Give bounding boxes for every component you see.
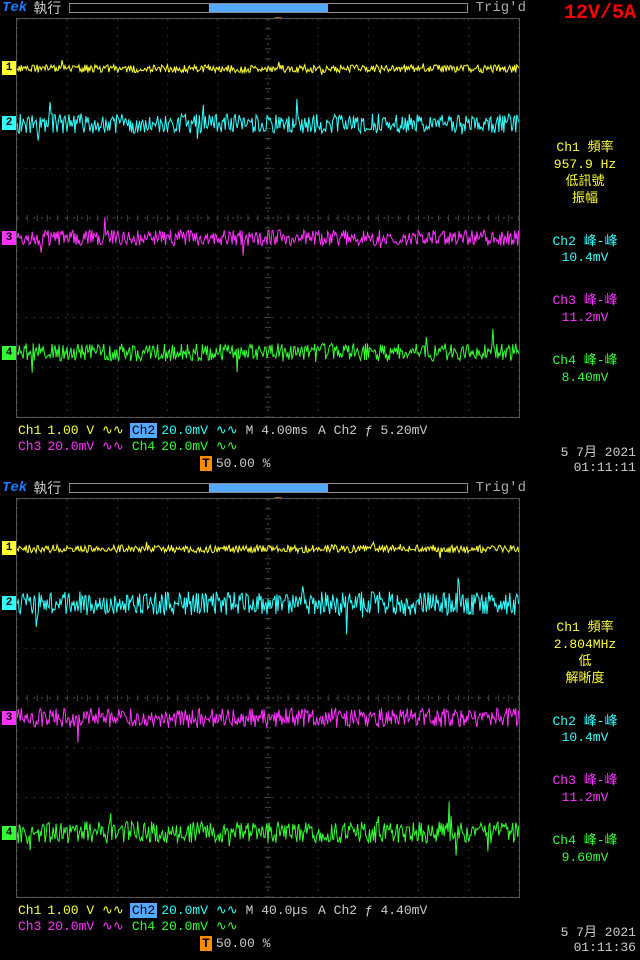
channel-ground-marker: 2 — [2, 596, 16, 610]
measurement-readout: Ch2 峰-峰10.4mV — [530, 234, 640, 268]
timestamp: 5 7月 202101:11:11 — [561, 445, 636, 476]
measurement-readout: Ch1 頻率2.804MHz低解晰度 — [530, 620, 640, 688]
channel-ground-marker: 1 — [2, 541, 16, 555]
ch1-scale: 1.00 V ∿∿ — [47, 423, 123, 438]
timebase: M 40.0µs — [246, 903, 308, 918]
ch1-scale: 1.00 V ∿∿ — [47, 903, 123, 918]
trigger-source: A Ch2 ƒ 4.40mV — [318, 903, 427, 918]
ch4-scale: 20.0mV ∿∿ — [161, 439, 237, 454]
graticule — [16, 498, 520, 898]
ch1-label: Ch1 — [16, 903, 43, 918]
timebase: M 4.00ms — [246, 423, 308, 438]
trigger-position: T50.00 % — [200, 456, 270, 471]
trigger-source: A Ch2 ƒ 5.20mV — [318, 423, 427, 438]
ch3-scale: 20.0mV ∿∿ — [47, 439, 123, 454]
channel-ground-marker: 3 — [2, 231, 16, 245]
channel-ground-marker: 4 — [2, 826, 16, 840]
ch2-label: Ch2 — [130, 423, 157, 438]
channel-settings-bar: Ch1 1.00 V ∿∿ Ch2 20.0mV ∿∿ M 40.0µs A Ch2 ƒ … — [16, 902, 536, 934]
acquisition-bar — [69, 483, 467, 493]
ch3-label: Ch3 — [16, 439, 43, 454]
channel-settings-bar: Ch1 1.00 V ∿∿ Ch2 20.0mV ∿∿ M 4.00ms A Ch2 ƒ … — [16, 422, 536, 454]
ch1-label: Ch1 — [16, 423, 43, 438]
ch2-scale: 20.0mV ∿∿ — [161, 903, 237, 918]
acquisition-bar — [69, 3, 467, 13]
ch2-scale: 20.0mV ∿∿ — [161, 423, 237, 438]
top-status-bar: Tek 執行 Trig'd — [0, 0, 530, 16]
measurement-readout: Ch3 峰-峰11.2mV — [530, 293, 640, 327]
measurement-readout: Ch3 峰-峰11.2mV — [530, 773, 640, 807]
ch3-label: Ch3 — [16, 919, 43, 934]
channel-ground-marker: 4 — [2, 346, 16, 360]
top-status-bar: Tek 執行 Trig'd — [0, 480, 530, 496]
trigger-status: Trig'd — [476, 480, 526, 496]
oscilloscope-panel: Tek執行Trig'd▼TT1234Ch1 頻率2.804MHz低解晰度Ch2 … — [0, 480, 640, 960]
trigger-status: Trig'd — [476, 0, 526, 16]
channel-ground-marker: 2 — [2, 116, 16, 130]
measurement-readout: Ch4 峰-峰9.60mV — [530, 833, 640, 867]
trigger-position: T50.00 % — [200, 936, 270, 951]
oscilloscope-panel: 12V/5ATek執行Trig'd▼TT1234Ch1 頻率957.9 Hz低訊… — [0, 0, 640, 480]
ch4-scale: 20.0mV ∿∿ — [161, 919, 237, 934]
timestamp: 5 7月 202101:11:36 — [561, 925, 636, 956]
channel-ground-marker: 1 — [2, 61, 16, 75]
measurement-readout: Ch1 頻率957.9 Hz低訊號振幅 — [530, 140, 640, 208]
ch4-label: Ch4 — [130, 439, 157, 454]
brand-label: Tek — [2, 480, 27, 496]
graticule — [16, 18, 520, 418]
run-status: 執行 — [33, 478, 61, 498]
measurement-sidebar: Ch1 頻率2.804MHz低解晰度 Ch2 峰-峰10.4mV Ch3 峰-峰11… — [530, 480, 640, 893]
ch4-label: Ch4 — [130, 919, 157, 934]
brand-label: Tek — [2, 0, 27, 16]
test-condition-label: 12V/5A — [564, 2, 636, 25]
ch3-scale: 20.0mV ∿∿ — [47, 919, 123, 934]
measurement-sidebar: Ch1 頻率957.9 Hz低訊號振幅 Ch2 峰-峰10.4mV Ch3 峰-峰1… — [530, 0, 640, 413]
measurement-readout: Ch2 峰-峰10.4mV — [530, 714, 640, 748]
measurement-readout: Ch4 峰-峰8.40mV — [530, 353, 640, 387]
run-status: 執行 — [33, 0, 61, 18]
channel-ground-marker: 3 — [2, 711, 16, 725]
ch2-label: Ch2 — [130, 903, 157, 918]
